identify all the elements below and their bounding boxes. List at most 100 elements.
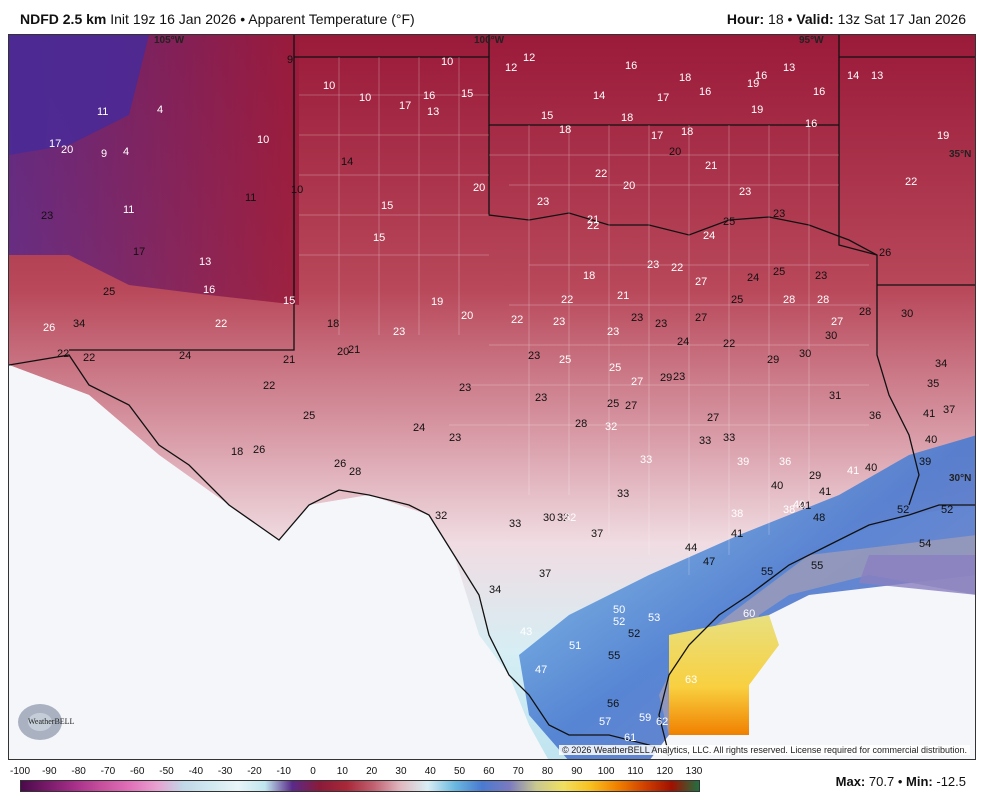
station-value: 40 (865, 462, 877, 474)
legend-tick-label: 100 (597, 766, 615, 777)
station-value: 15 (381, 200, 393, 212)
station-value: 19 (747, 78, 759, 90)
station-value: 25 (559, 354, 571, 366)
legend-ticks: -100 -90 -80 -70 -60 -50 -40 -30 -20 -10 0 10 20 30 40… (10, 766, 702, 778)
station-value: 18 (559, 124, 571, 136)
station-value: 18 (681, 126, 693, 138)
station-value: 16 (805, 118, 817, 130)
station-value: 37 (591, 528, 603, 540)
station-value: 23 (815, 270, 827, 282)
station-value: 9 (101, 148, 107, 160)
station-value: 23 (655, 318, 667, 330)
station-value: 17 (399, 100, 411, 112)
station-value: 10 (257, 134, 269, 146)
station-value: 16 (699, 86, 711, 98)
legend-tick-label: -50 (159, 766, 174, 777)
station-value: 52 (613, 616, 625, 628)
station-value: 23 (553, 316, 565, 328)
station-value: 24 (747, 272, 759, 284)
station-value: 22 (57, 348, 69, 360)
valid-label: Valid: (796, 11, 834, 27)
station-value: 29 (809, 470, 821, 482)
station-value: 28 (349, 466, 361, 478)
station-value: 29 (767, 354, 779, 366)
station-value: 33 (699, 435, 711, 447)
station-value: 33 (640, 454, 652, 466)
station-value: 22 (561, 294, 573, 306)
valid-value: 13z Sat 17 Jan 2026 (837, 11, 966, 27)
station-value: 59 (639, 712, 651, 724)
title-right: Hour: 18 • Valid: 13z Sat 17 Jan 2026 (727, 11, 966, 27)
station-value: 43 (520, 626, 532, 638)
station-value: 23 (773, 208, 785, 220)
station-value: 11 (97, 106, 108, 118)
station-value: 28 (817, 294, 829, 306)
station-value: 21 (283, 354, 295, 366)
legend-tick-label: -20 (247, 766, 262, 777)
station-value: 40 (771, 480, 783, 492)
legend-tick-label: 40 (424, 766, 436, 777)
station-value: 25 (609, 362, 621, 374)
init-time: Init 19z 16 Jan 2026 (110, 11, 237, 27)
station-value: 40 (793, 499, 805, 511)
station-value: 34 (935, 358, 947, 370)
station-value: 12 (523, 52, 535, 64)
station-value: 13 (871, 70, 883, 82)
station-value: 36 (869, 410, 881, 422)
station-value: 32 (564, 512, 576, 524)
max-value: 70.7 (868, 774, 895, 789)
station-value: 30 (901, 308, 913, 320)
station-value: 17 (49, 138, 61, 150)
station-value: 24 (677, 336, 689, 348)
legend-tick-label: -40 (188, 766, 204, 777)
station-value: 20 (669, 146, 681, 158)
station-value: 27 (625, 400, 637, 412)
station-value: 23 (449, 432, 461, 444)
station-value: 41 (731, 528, 743, 540)
station-value: 37 (539, 568, 551, 580)
station-value: 9 (287, 54, 293, 66)
station-value: 55 (761, 566, 773, 578)
coastal-warm-band (519, 435, 975, 759)
station-value: 24 (413, 422, 425, 434)
station-value: 21 (617, 290, 629, 302)
legend-tick-label: -60 (129, 766, 145, 777)
station-value: 10 (359, 92, 371, 104)
station-value: 33 (617, 488, 629, 500)
legend-tick-label: -30 (217, 766, 233, 777)
station-value: 53 (648, 612, 660, 624)
station-value: 11 (245, 192, 256, 204)
station-value: 28 (575, 418, 587, 430)
station-value: 26 (879, 247, 891, 259)
station-value: 13 (783, 62, 795, 74)
station-value: 11 (123, 204, 134, 216)
hour-value: 18 (768, 11, 784, 27)
station-value: 39 (919, 456, 931, 468)
station-value: 23 (393, 326, 405, 338)
bullet-separator: • (897, 774, 903, 789)
station-value: 23 (41, 210, 53, 222)
station-value: 17 (657, 92, 669, 104)
station-value: 16 (625, 60, 637, 72)
station-value: 33 (723, 432, 735, 444)
station-value: 10 (441, 56, 453, 68)
station-value: 18 (231, 446, 243, 458)
station-value: 25 (607, 398, 619, 410)
station-value: 25 (103, 286, 115, 298)
station-value: 28 (859, 306, 871, 318)
map-canvas[interactable]: 105°W 100°W 95°W 35°N 30°N 9 10 12 12 16 18 16… (9, 35, 976, 760)
map-panel[interactable]: 105°W 100°W 95°W 35°N 30°N 9 10 12 12 16 18 16… (8, 34, 976, 760)
station-value: 27 (695, 276, 707, 288)
station-value: 22 (723, 338, 735, 350)
station-value: 56 (607, 698, 619, 710)
station-value: 22 (587, 220, 599, 232)
legend-tick-label: -10 (276, 766, 291, 777)
legend-tick-label: -80 (71, 766, 86, 777)
station-value: 34 (73, 318, 85, 330)
station-value: 52 (897, 504, 909, 516)
station-value: 22 (671, 262, 683, 274)
station-value: 25 (773, 266, 785, 278)
station-value: 54 (919, 538, 931, 550)
station-value: 12 (505, 62, 517, 74)
station-value: 23 (673, 371, 685, 383)
